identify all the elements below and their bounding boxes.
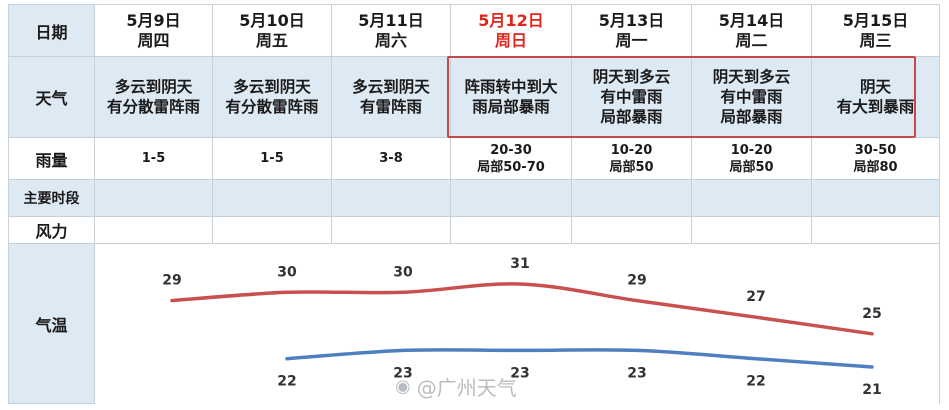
wind-cell — [451, 217, 572, 244]
high-temp-label: 29 — [162, 273, 181, 289]
row-label-wind: 风力 — [9, 217, 95, 244]
rain-cell: 30-50 局部80 — [812, 138, 940, 180]
wind-cell — [213, 217, 332, 244]
period-cell — [451, 180, 572, 217]
weather-text-line: 局部暴雨 — [720, 108, 783, 126]
weather-text-line: 有中雷雨 — [600, 88, 663, 106]
period-cell — [95, 180, 213, 217]
low-temp-line — [285, 348, 874, 369]
low-temp-label: 22 — [746, 374, 765, 390]
date-header: 5月10日 周五 — [213, 5, 332, 57]
row-label-period: 主要时段 — [9, 180, 95, 217]
wind-cell — [812, 217, 940, 244]
weather-text-line: 多云到阴天 — [233, 78, 311, 96]
rain-amount: 10-20 — [610, 142, 653, 158]
date-label: 5月14日 — [718, 10, 785, 30]
weekday-label: 周二 — [735, 30, 768, 50]
rain-amount: 3-8 — [379, 151, 403, 166]
period-cell — [213, 180, 332, 217]
date-header: 5月13日 周一 — [572, 5, 692, 57]
weather-text-line: 有中雷雨 — [720, 88, 783, 106]
date-header: 5月11日 周六 — [332, 5, 451, 57]
weather-text-line: 有雷阵雨 — [359, 98, 422, 116]
high-temp-label: 30 — [393, 264, 413, 280]
weather-text-line: 雨局部暴雨 — [472, 98, 550, 116]
date-label: 5月13日 — [598, 10, 665, 30]
row-label-rain: 雨量 — [9, 138, 95, 180]
weather-text-line: 阵雨转中到大 — [464, 78, 558, 96]
rain-amount: 1-5 — [141, 151, 166, 166]
rain-local-amount: 局部80 — [853, 159, 898, 175]
weather-cell: 多云到阴天 有雷阵雨 — [332, 57, 451, 138]
rain-amount: 10-20 — [730, 142, 773, 158]
rain-local-amount: 局部50 — [729, 159, 774, 175]
row-label-temp: 气温 — [9, 244, 95, 404]
weather-cell: 阵雨转中到大 雨局部暴雨 — [451, 57, 572, 138]
weather-text-line: 多云到阴天 — [114, 78, 193, 96]
date-header: 5月9日 周四 — [95, 5, 213, 57]
wind-cell — [692, 217, 812, 244]
rain-cell: 20-30 局部50-70 — [451, 138, 572, 180]
rain-cell: 1-5 — [213, 138, 332, 180]
weather-text-line: 有大到暴雨 — [836, 98, 915, 116]
weekday-label: 周日 — [494, 30, 527, 50]
high-temp-label: 31 — [510, 256, 529, 272]
row-label-date: 日期 — [9, 5, 95, 57]
weekday-label: 周四 — [137, 30, 170, 50]
weather-cell: 多云到阴天有分散雷阵雨 — [213, 57, 332, 138]
low-temp-label: 23 — [510, 365, 529, 381]
date-label: 5月10日 — [239, 10, 305, 30]
rain-cell: 1-5 — [95, 138, 213, 180]
period-cell — [572, 180, 692, 217]
rain-cell: 10-20 局部50 — [572, 138, 692, 180]
watermark: ◉ @广州天气 — [395, 372, 517, 401]
wind-cell — [95, 217, 213, 244]
wind-cell — [572, 217, 692, 244]
high-temp-label: 25 — [862, 306, 881, 322]
low-temp-label: 23 — [393, 365, 412, 381]
high-temp-label: 29 — [627, 273, 646, 289]
watermark-text: @广州天气 — [416, 376, 517, 400]
rain-cell: 10-20 局部50 — [692, 138, 812, 180]
low-temp-label: 22 — [277, 374, 296, 390]
rain-amount: 30-50 — [854, 142, 897, 158]
weibo-logo-icon: ◉ — [395, 376, 411, 397]
period-cell — [692, 180, 812, 217]
period-cell — [812, 180, 940, 217]
high-temp-label: 30 — [277, 264, 297, 280]
weekday-label: 周六 — [374, 30, 407, 50]
weather-cell: 阴天到多云有中雷雨局部暴雨 — [572, 57, 692, 138]
weather-text-line: 阴天 — [859, 78, 891, 96]
low-temp-label: 23 — [627, 365, 646, 381]
weather-cell: 多云到阴天有分散雷阵雨 — [95, 57, 213, 138]
weather-text-line: 多云到阴天 — [352, 78, 430, 96]
rain-amount: 20-30 — [490, 142, 532, 158]
rain-cell: 3-8 — [332, 138, 451, 180]
high-temp-label: 27 — [746, 289, 765, 305]
weather-text-line: 有分散雷阵雨 — [225, 98, 319, 116]
weather-text-line: 阴天到多云 — [592, 68, 671, 86]
weather-text-line: 阴天到多云 — [712, 68, 791, 86]
low-temp-label: 21 — [862, 382, 881, 398]
weather-text-line: 局部暴雨 — [600, 108, 663, 126]
date-header: 5月12日 周日 — [451, 5, 572, 57]
rain-local-amount: 局部50-70 — [477, 159, 545, 175]
date-header: 5月14日 周二 — [692, 5, 812, 57]
date-label: 5月12日 — [478, 10, 544, 30]
rain-amount: 1-5 — [260, 151, 284, 166]
weather-text-line: 有分散雷阵雨 — [106, 98, 200, 116]
rain-local-amount: 局部50 — [609, 159, 654, 175]
date-label: 5月15日 — [842, 10, 909, 30]
wind-cell — [332, 217, 451, 244]
period-cell — [332, 180, 451, 217]
date-label: 5月11日 — [358, 10, 424, 30]
weekday-label: 周五 — [255, 30, 288, 50]
weather-cell: 阴天 有大到暴雨 — [812, 57, 940, 138]
high-temp-line — [170, 282, 874, 336]
date-label: 5月9日 — [126, 10, 181, 30]
weekday-label: 周一 — [615, 30, 648, 50]
row-label-weather: 天气 — [9, 57, 95, 138]
weekday-label: 周三 — [859, 30, 892, 50]
